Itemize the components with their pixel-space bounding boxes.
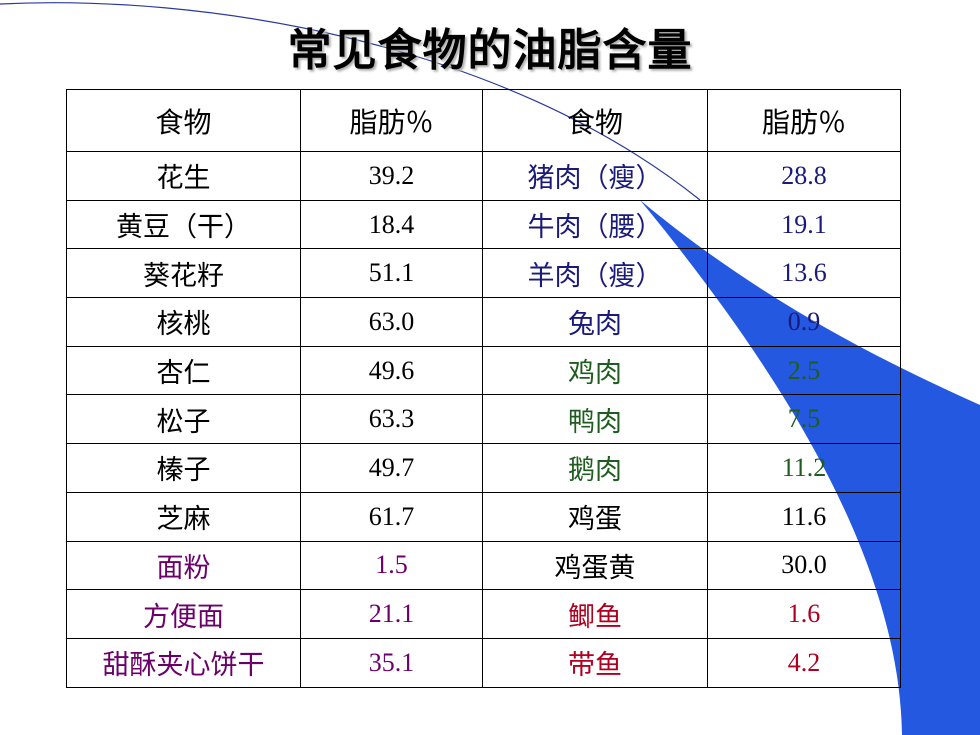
header-row: 食物 脂肪％ 食物 脂肪％ xyxy=(66,89,901,152)
food-cell-right: 鸡蛋 xyxy=(482,491,708,542)
food-cell-left: 甜酥夹心饼干 xyxy=(66,637,301,688)
fat-content-table: 食物 脂肪％ 食物 脂肪％ 花生 39.2 猪肉（瘦） 28.8 黄豆（干） 18.4 牛肉… xyxy=(66,89,901,688)
table-row: 甜酥夹心饼干 35.1 带鱼 4.2 xyxy=(66,637,901,688)
food-cell-right: 羊肉（瘦） xyxy=(482,248,708,299)
fat-cell-right: 11.2 xyxy=(707,443,901,493)
fat-cell-right: 19.1 xyxy=(707,199,901,250)
header-fat-2: 脂肪％ xyxy=(707,89,901,152)
food-cell-left: 黄豆（干） xyxy=(66,199,301,250)
food-cell-left: 杏仁 xyxy=(66,345,301,396)
header-food-2: 食物 xyxy=(482,89,708,152)
food-cell-left: 花生 xyxy=(66,151,301,201)
food-cell-left: 芝麻 xyxy=(66,491,301,542)
table-row: 榛子 49.7 鹅肉 11.2 xyxy=(66,443,901,493)
fat-cell-left: 61.7 xyxy=(300,491,483,542)
food-cell-right: 鲫鱼 xyxy=(482,589,708,639)
table-row: 面粉 1.5 鸡蛋黄 30.0 xyxy=(66,540,901,591)
fat-cell-right: 11.6 xyxy=(707,491,901,542)
fat-cell-right: 28.8 xyxy=(707,151,901,201)
food-cell-left: 核桃 xyxy=(66,297,301,347)
fat-cell-left: 35.1 xyxy=(300,637,483,688)
fat-cell-left: 39.2 xyxy=(300,151,483,201)
food-cell-left: 松子 xyxy=(66,394,301,445)
header-fat-1: 脂肪％ xyxy=(300,89,483,152)
page-title: 常见食物的油脂含量 xyxy=(287,25,693,76)
fat-cell-right: 13.6 xyxy=(707,248,901,299)
table-row: 核桃 63.0 兔肉 0.9 xyxy=(66,297,901,347)
fat-cell-left: 63.3 xyxy=(300,394,483,445)
food-cell-left: 面粉 xyxy=(66,540,301,591)
fat-cell-right: 1.6 xyxy=(707,589,901,639)
fat-cell-left: 1.5 xyxy=(300,540,483,591)
food-cell-right: 带鱼 xyxy=(482,637,708,688)
food-cell-left: 榛子 xyxy=(66,443,301,493)
fat-cell-left: 49.6 xyxy=(300,345,483,396)
food-cell-right: 鹅肉 xyxy=(482,443,708,493)
fat-cell-left: 63.0 xyxy=(300,297,483,347)
fat-cell-right: 30.0 xyxy=(707,540,901,591)
food-cell-right: 兔肉 xyxy=(482,297,708,347)
table-row: 方便面 21.1 鲫鱼 1.6 xyxy=(66,589,901,639)
table-row: 芝麻 61.7 鸡蛋 11.6 xyxy=(66,491,901,542)
fat-cell-right: 7.5 xyxy=(707,394,901,445)
table-row: 葵花籽 51.1 羊肉（瘦） 13.6 xyxy=(66,248,901,299)
food-cell-right: 鸡蛋黄 xyxy=(482,540,708,591)
food-cell-left: 方便面 xyxy=(66,589,301,639)
fat-cell-right: 4.2 xyxy=(707,637,901,688)
food-cell-right: 鸡肉 xyxy=(482,345,708,396)
table-row: 花生 39.2 猪肉（瘦） 28.8 xyxy=(66,151,901,201)
fat-cell-right: 2.5 xyxy=(707,345,901,396)
table-row: 松子 63.3 鸭肉 7.5 xyxy=(66,394,901,445)
fat-cell-left: 21.1 xyxy=(300,589,483,639)
fat-cell-left: 49.7 xyxy=(300,443,483,493)
table-row: 杏仁 49.6 鸡肉 2.5 xyxy=(66,345,901,396)
fat-cell-left: 51.1 xyxy=(300,248,483,299)
food-cell-right: 牛肉（腰） xyxy=(482,199,708,250)
table-row: 黄豆（干） 18.4 牛肉（腰） 19.1 xyxy=(66,199,901,250)
food-cell-right: 鸭肉 xyxy=(482,394,708,445)
fat-cell-right: 0.9 xyxy=(707,297,901,347)
header-food-1: 食物 xyxy=(66,89,301,152)
food-cell-right: 猪肉（瘦） xyxy=(482,151,708,201)
food-cell-left: 葵花籽 xyxy=(66,248,301,299)
fat-cell-left: 18.4 xyxy=(300,199,483,250)
